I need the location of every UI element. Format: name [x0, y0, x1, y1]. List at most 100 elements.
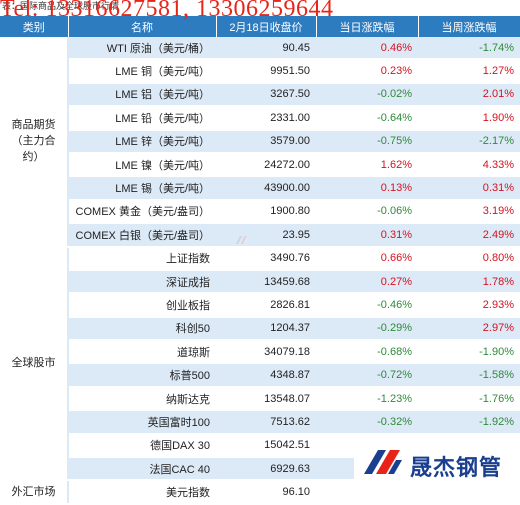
category-cell-commodity: 商品期货 （主力合约） [0, 37, 69, 248]
daily-change-cell: -0.75% [316, 129, 418, 154]
price-cell: 9951.50 [216, 59, 316, 84]
daily-change-cell: -0.06% [316, 199, 418, 225]
daily-change-cell: -0.02% [316, 82, 418, 108]
daily-change-cell: 0.23% [316, 59, 418, 84]
table-row: 道琼斯 34079.18 -0.68% -1.90% [0, 340, 520, 365]
price-cell: 96.10 [216, 480, 316, 505]
name-cell: LME 铝（美元/吨） [68, 82, 216, 108]
price-cell: 7513.62 [216, 410, 316, 435]
table-row: LME 锡（美元/吨） 43900.00 0.13% 0.31% [0, 176, 520, 201]
daily-change-cell: 1.62% [316, 152, 418, 178]
weekly-change-cell: 4.33% [418, 152, 520, 178]
daily-change-cell: 0.31% [316, 223, 418, 248]
weekly-change-cell: 1.27% [418, 59, 520, 84]
weekly-change-cell: 0.31% [418, 176, 520, 201]
weekly-change-cell: -1.74% [418, 37, 520, 61]
table-row: 英国富时100 7513.62 -0.32% -1.92% [0, 410, 520, 435]
weekly-change-cell: 3.19% [418, 199, 520, 225]
weekly-change-cell: -1.76% [418, 386, 520, 412]
daily-change-cell: 0.46% [316, 37, 418, 61]
daily-change-cell: 0.13% [316, 176, 418, 201]
table-row: 商品期货 （主力合约） WTI 原油（美元/桶） 90.45 0.46% -1.74% [0, 37, 520, 248]
price-cell: 23.95 [216, 223, 316, 248]
table-row: COMEX 黄金（美元/盎司） 1900.80 -0.06% 3.19% [0, 199, 520, 225]
daily-change-cell: 0.66% [316, 246, 418, 271]
price-cell: 6929.63 [216, 457, 316, 482]
category-cell-fx: 外汇市场 [0, 480, 69, 505]
price-cell: 3579.00 [216, 129, 316, 154]
price-cell: 1900.80 [216, 199, 316, 225]
name-cell: 道琼斯 [68, 340, 216, 365]
name-cell: 英国富时100 [68, 410, 216, 435]
daily-change-cell: -0.29% [316, 316, 418, 342]
name-cell: 深证成指 [68, 269, 216, 295]
weekly-change-cell: 0.80% [418, 246, 520, 271]
daily-change-cell: -1.23% [316, 386, 418, 412]
table-row: COMEX 白银（美元/盎司） 23.95 0.31% 2.49% [0, 223, 520, 248]
daily-change-cell: 0.27% [316, 269, 418, 295]
table-header-row: 类别 名称 2月18日收盘价 当日涨跌幅 当周涨跌幅 [0, 16, 520, 37]
name-cell: 法国CAC 40 [68, 457, 216, 482]
name-cell: LME 铅（美元/吨） [68, 106, 216, 131]
name-cell: 标普500 [68, 363, 216, 388]
name-cell: LME 镍（美元/吨） [68, 152, 216, 178]
table-caption: 表：国际商品及全球股市行情 [2, 1, 120, 11]
weekly-change-cell: 2.93% [418, 293, 520, 318]
table-row: 科创50 1204.37 -0.29% 2.97% [0, 316, 520, 342]
price-cell: 24272.00 [216, 152, 316, 178]
price-cell: 43900.00 [216, 176, 316, 201]
weekly-change-cell: 2.49% [418, 223, 520, 248]
price-cell: 3490.76 [216, 246, 316, 271]
name-cell: WTI 原油（美元/桶） [68, 37, 216, 61]
header-close-price: 2月18日收盘价 [216, 16, 317, 37]
name-cell: COMEX 白银（美元/盎司） [68, 223, 216, 248]
name-cell: 创业板指 [68, 293, 216, 318]
weekly-change-cell: -1.58% [418, 363, 520, 388]
daily-change-cell: -0.72% [316, 363, 418, 388]
faint-logo-icon [236, 236, 247, 244]
market-table: 类别 名称 2月18日收盘价 当日涨跌幅 当周涨跌幅 商品期货 （主力合约） WT… [0, 16, 520, 505]
price-cell: 90.45 [216, 37, 316, 61]
header-category: 类别 [0, 16, 69, 37]
logo-text: 晟杰钢管 [410, 455, 503, 480]
table-row: 全球股市 上证指数 3490.76 0.66% 0.80% [0, 246, 520, 482]
price-cell: 13548.07 [216, 386, 316, 412]
price-cell: 13459.68 [216, 269, 316, 295]
table-row: LME 镍（美元/吨） 24272.00 1.62% 4.33% [0, 152, 520, 178]
table-row: LME 铝（美元/吨） 3267.50 -0.02% 2.01% [0, 82, 520, 108]
header-weekly-change: 当周涨跌幅 [418, 16, 520, 37]
weekly-change-cell: 2.97% [418, 316, 520, 342]
weekly-change-cell: 1.90% [418, 106, 520, 131]
price-cell: 2826.81 [216, 293, 316, 318]
table-row: 纳斯达克 13548.07 -1.23% -1.76% [0, 386, 520, 412]
weekly-change-cell: -1.90% [418, 340, 520, 365]
weekly-change-cell: 1.78% [418, 269, 520, 295]
category-cell-stock: 全球股市 [0, 246, 69, 482]
price-cell: 4348.87 [216, 363, 316, 388]
price-cell: 34079.18 [216, 340, 316, 365]
name-cell: 上证指数 [68, 246, 216, 271]
weekly-change-cell: -1.92% [418, 410, 520, 435]
name-cell: LME 锌（美元/吨） [68, 129, 216, 154]
header-daily-change: 当日涨跌幅 [316, 16, 419, 37]
name-cell: 纳斯达克 [68, 386, 216, 412]
daily-change-cell: -0.32% [316, 410, 418, 435]
name-cell: LME 锡（美元/吨） [68, 176, 216, 201]
table-row: LME 铜（美元/吨） 9951.50 0.23% 1.27% [0, 59, 520, 84]
daily-change-cell: -0.64% [316, 106, 418, 131]
daily-change-cell: -0.68% [316, 340, 418, 365]
name-cell: 科创50 [68, 316, 216, 342]
company-logo: 晟杰钢管 [354, 436, 520, 488]
price-cell: 15042.51 [216, 433, 316, 459]
table-row: 标普500 4348.87 -0.72% -1.58% [0, 363, 520, 388]
logo-mark-icon [364, 450, 402, 474]
price-cell: 2331.00 [216, 106, 316, 131]
name-cell: COMEX 黄金（美元/盎司） [68, 199, 216, 225]
name-cell: LME 铜（美元/吨） [68, 59, 216, 84]
daily-change-cell: -0.46% [316, 293, 418, 318]
price-cell: 1204.37 [216, 316, 316, 342]
weekly-change-cell: -2.17% [418, 129, 520, 154]
name-cell: 德国DAX 30 [68, 433, 216, 459]
weekly-change-cell: 2.01% [418, 82, 520, 108]
header-name: 名称 [68, 16, 217, 37]
